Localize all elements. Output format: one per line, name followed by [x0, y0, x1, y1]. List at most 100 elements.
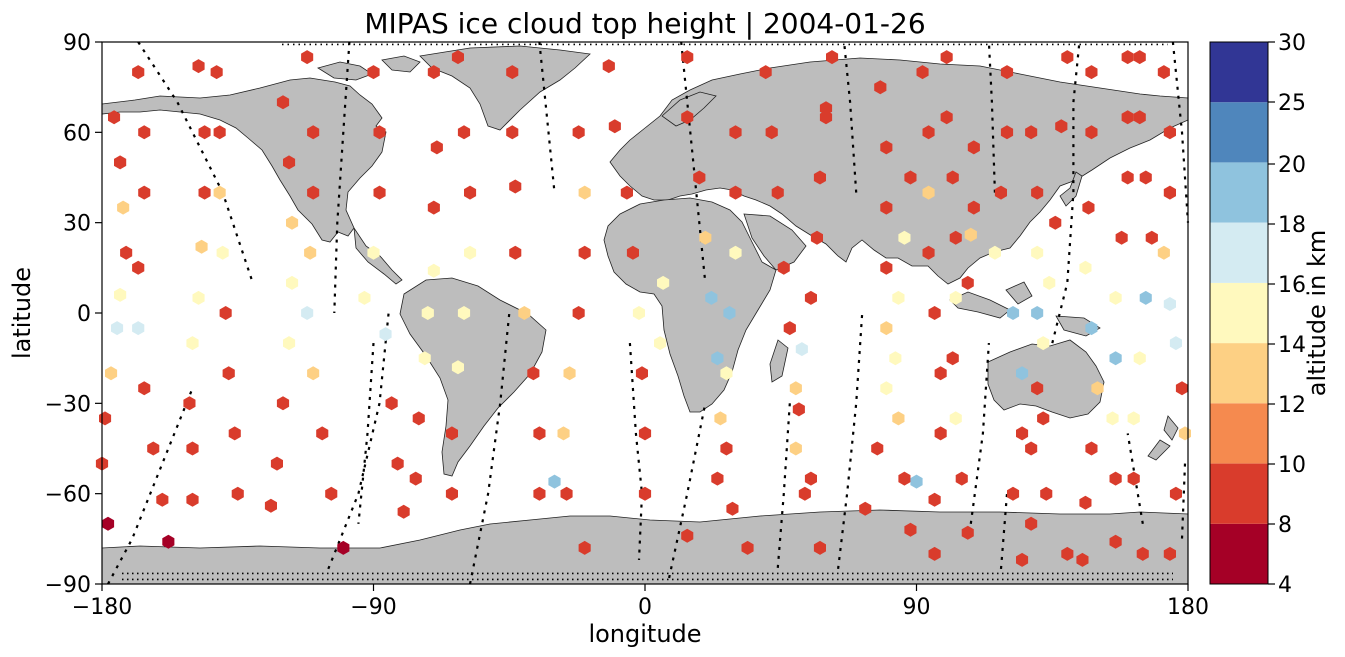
colorbar-tick-label: 8: [1278, 513, 1292, 538]
cloud-point: [928, 492, 941, 507]
cloud-point: [1175, 381, 1188, 396]
cloud-point: [892, 411, 905, 426]
cloud-point: [711, 471, 724, 486]
cloud-point: [859, 501, 872, 516]
cloud-point: [578, 540, 591, 555]
colorbar-swatch: [1210, 222, 1268, 283]
cloud-point: [880, 260, 893, 275]
cloud-point: [195, 239, 208, 254]
x-tick-label: 0: [638, 595, 652, 620]
cloud-point: [804, 471, 817, 486]
cloud-point: [283, 336, 296, 351]
cloud-point: [548, 474, 561, 489]
cloud-point: [1085, 65, 1098, 80]
cloud-point: [783, 321, 796, 336]
cloud-point: [457, 306, 471, 320]
cloud-point: [699, 230, 712, 245]
cloud-point: [1163, 546, 1176, 561]
cloud-point: [367, 65, 380, 80]
cloud-point: [1121, 170, 1134, 185]
cloud-point: [955, 471, 968, 486]
cloud-point: [228, 426, 241, 441]
cloud-point: [138, 381, 151, 396]
orbit-track: [628, 343, 644, 560]
cloud-point: [723, 306, 736, 320]
cloud-point: [186, 492, 199, 507]
orbit-track: [1051, 41, 1081, 344]
cloud-point: [147, 441, 160, 456]
colorbar-swatch: [1210, 343, 1268, 404]
cloud-point: [304, 245, 317, 260]
cloud-point: [1169, 336, 1182, 351]
cloud-point: [138, 185, 151, 200]
cloud-point: [533, 486, 546, 501]
cloud-point: [638, 486, 652, 501]
cloud-point: [1016, 552, 1029, 567]
cloud-point: [871, 441, 884, 456]
cloud-point: [961, 525, 974, 540]
cloud-point: [720, 366, 733, 381]
y-tick-label: 0: [77, 302, 91, 327]
cloud-point: [994, 185, 1007, 200]
cloud-point: [1079, 260, 1092, 275]
cloud-point: [1127, 411, 1140, 426]
cloud-point: [409, 471, 422, 486]
cloud-point: [1000, 125, 1014, 140]
cloud-point: [114, 287, 127, 302]
cloud-point: [1163, 297, 1176, 311]
cloud-point: [765, 125, 778, 140]
cloud-point: [231, 486, 244, 501]
colorbar-swatch: [1210, 463, 1268, 524]
cloud-point: [946, 351, 959, 366]
colorbar-tick-label: 20: [1278, 153, 1306, 178]
x-tick-label: 90: [903, 595, 931, 620]
cloud-point: [464, 245, 477, 260]
x-tick-label: −180: [72, 595, 132, 620]
cloud-point: [358, 290, 371, 305]
cloud-point: [1055, 119, 1068, 134]
orbit-track: [843, 41, 858, 193]
cloud-point: [186, 336, 199, 351]
cloud-point: [283, 155, 296, 170]
cloud-point: [418, 351, 431, 366]
cloud-point: [795, 342, 808, 357]
orbit-track: [1171, 41, 1190, 223]
cloud-point: [934, 426, 947, 441]
cloud-point: [789, 381, 802, 396]
cloud-point: [1157, 245, 1170, 260]
cloud-point: [1115, 230, 1128, 245]
cloud-point: [391, 456, 404, 471]
cloud-point: [892, 290, 905, 305]
cloud-point: [922, 125, 935, 140]
cloud-point: [506, 125, 519, 140]
y-tick-label: −90: [45, 573, 91, 598]
cloud-point: [385, 396, 398, 411]
cloud-point: [412, 411, 425, 426]
cloud-point: [638, 426, 652, 441]
cloud-point: [379, 327, 392, 342]
colorbar-swatch: [1210, 42, 1268, 103]
cloud-point: [198, 185, 211, 200]
cloud-point: [1127, 471, 1140, 486]
cloud-point: [138, 125, 151, 140]
colorbar: 4 8 10 12 14 16 18 20 25 30: [1209, 31, 1306, 598]
colorbar-swatch: [1210, 403, 1268, 464]
colorbar-tick-label: 10: [1278, 453, 1306, 478]
cloud-point: [270, 456, 283, 471]
colorbar-tick-label: 16: [1278, 273, 1306, 298]
cloud-point: [1133, 50, 1146, 65]
cloud-point: [276, 396, 290, 411]
cloud-point: [1025, 516, 1038, 531]
cloud-point: [729, 245, 742, 260]
cloud-point: [427, 65, 440, 80]
cloud-point: [949, 230, 962, 245]
cloud-point: [105, 366, 118, 381]
cloud-point: [578, 245, 591, 260]
cloud-point: [216, 245, 229, 260]
cloud-point: [632, 306, 645, 320]
cloud-point: [397, 504, 410, 519]
cloud-point: [578, 185, 591, 200]
cloud-point: [819, 101, 833, 116]
orbit-track: [999, 493, 1009, 569]
cloud-point: [792, 402, 805, 417]
